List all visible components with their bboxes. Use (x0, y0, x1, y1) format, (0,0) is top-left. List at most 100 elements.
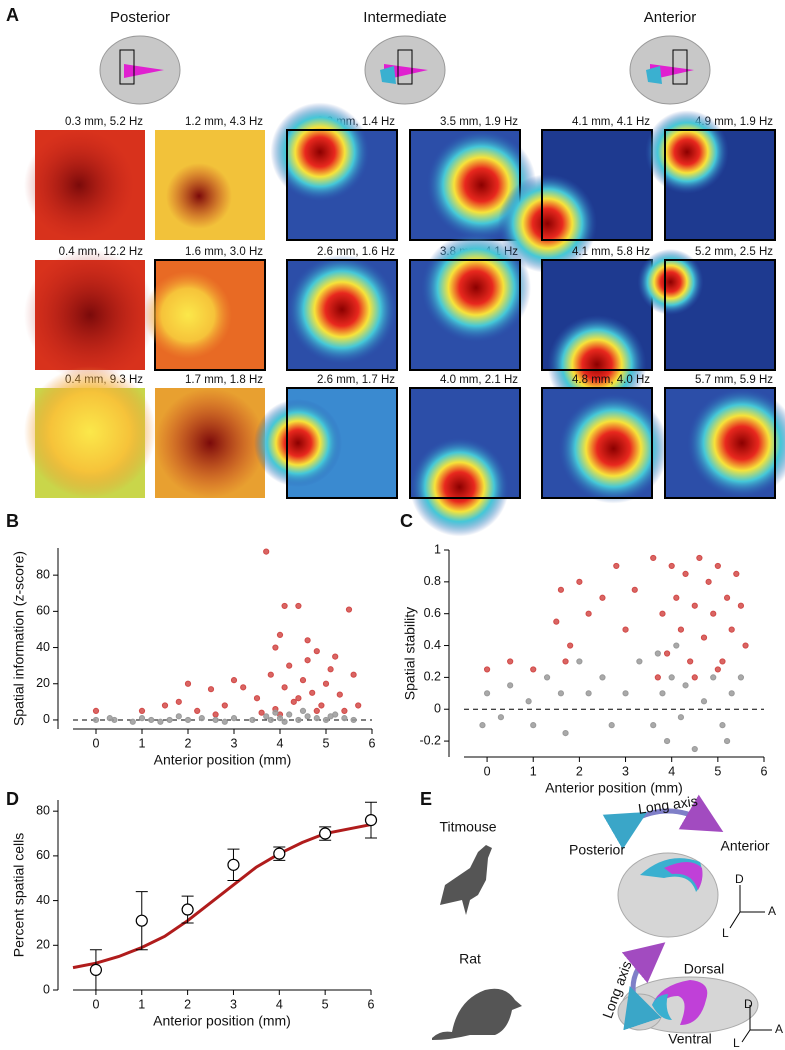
data-point (654, 650, 661, 657)
data-point (341, 707, 348, 715)
data-point (138, 715, 146, 722)
data-point (691, 674, 698, 681)
data-point (668, 674, 675, 681)
data-point (719, 722, 726, 729)
x-tick-label: 5 (322, 997, 329, 1011)
y-tick-label: 80 (36, 567, 50, 581)
rate-map-frame (409, 387, 521, 499)
annotation: A (775, 1022, 783, 1036)
data-point (557, 586, 565, 593)
data-point (253, 695, 261, 702)
data-point (295, 716, 302, 724)
data-point (212, 711, 219, 718)
x-tick-label: 3 (231, 736, 238, 750)
data-point (249, 716, 256, 724)
data-point (737, 602, 745, 609)
panel-label: A (6, 5, 19, 25)
data-point (663, 737, 671, 745)
rate-map-frame (541, 387, 653, 499)
map-caption: 1.2 mm, 4.3 Hz (185, 116, 263, 128)
data-point (677, 626, 685, 633)
data-point (714, 666, 721, 673)
y-tick-label: 40 (36, 893, 50, 907)
map-caption: 3.5 mm, 1.9 Hz (440, 116, 518, 128)
data-point (281, 718, 288, 725)
data-point (668, 562, 675, 570)
annotation: A (768, 904, 776, 918)
species-label: Titmouse (439, 819, 496, 835)
map-caption: 1.7 mm, 1.8 Hz (185, 374, 263, 386)
y-tick-label: 0.8 (424, 574, 441, 588)
x-axis-label: Anterior position (mm) (154, 752, 292, 768)
data-point (691, 745, 698, 753)
data-point (230, 677, 238, 684)
data-point (273, 847, 286, 860)
data-point (364, 814, 378, 827)
bird-icon (440, 845, 492, 915)
map-caption: 4.0 mm, 2.1 Hz (440, 374, 518, 386)
data-point (483, 690, 491, 697)
data-point (728, 626, 735, 633)
x-tick-label: 5 (323, 736, 330, 750)
rate-map-frame (286, 387, 398, 499)
data-point (659, 690, 666, 697)
data-point (184, 680, 192, 687)
data-point (659, 610, 666, 617)
data-point (157, 718, 164, 725)
data-point (194, 707, 201, 715)
x-tick-label: 1 (138, 997, 145, 1011)
data-point (673, 642, 680, 649)
rate-map-field (287, 254, 397, 365)
data-point (728, 690, 735, 697)
rate-map-frame (664, 129, 776, 241)
data-point (286, 662, 293, 669)
rate-map-field (410, 437, 509, 537)
data-point (175, 713, 182, 720)
data-point (733, 570, 740, 577)
data-point (221, 718, 228, 725)
y-tick-label: 20 (36, 938, 50, 952)
data-point (135, 914, 148, 927)
map-caption: 0.3 mm, 5.2 Hz (65, 116, 143, 128)
x-tick-label: 4 (668, 764, 675, 778)
y-tick-label: 0.4 (424, 638, 441, 652)
data-point (696, 554, 703, 562)
data-point (585, 610, 592, 617)
data-point (281, 684, 288, 691)
rate-map-field (155, 388, 265, 498)
data-point (111, 716, 118, 724)
data-point (148, 716, 155, 724)
species-label: Rat (459, 951, 481, 967)
rate-map-frame (541, 129, 653, 241)
data-point (336, 691, 343, 698)
data-point (613, 562, 620, 570)
data-point (700, 698, 708, 705)
data-point (286, 711, 293, 718)
brain-icon (364, 35, 446, 105)
map-caption: 2.6 mm, 1.7 Hz (317, 374, 395, 386)
rate-map-field (166, 163, 232, 229)
data-point (608, 722, 615, 729)
data-point (227, 858, 240, 871)
data-point (341, 715, 348, 722)
data-point (267, 716, 274, 724)
y-tick-label: -0.2 (419, 733, 441, 747)
x-tick-label: 1 (139, 736, 146, 750)
panel-label: C (400, 511, 413, 531)
annotation: Anterior (720, 838, 769, 854)
data-point (258, 709, 265, 716)
data-point (318, 702, 325, 709)
data-point (166, 716, 173, 724)
x-tick-label: 2 (184, 997, 191, 1011)
x-tick-label: 2 (576, 764, 583, 778)
data-point (276, 631, 284, 638)
rate-map-frame (664, 387, 776, 499)
rate-map-frame (286, 129, 398, 241)
data-point (267, 671, 274, 678)
data-point (576, 658, 583, 665)
x-tick-label: 0 (92, 997, 99, 1011)
x-tick-label: 6 (761, 764, 768, 778)
y-tick-label: 1 (434, 542, 441, 556)
column-title: Anterior (644, 9, 697, 26)
data-point (714, 562, 721, 570)
